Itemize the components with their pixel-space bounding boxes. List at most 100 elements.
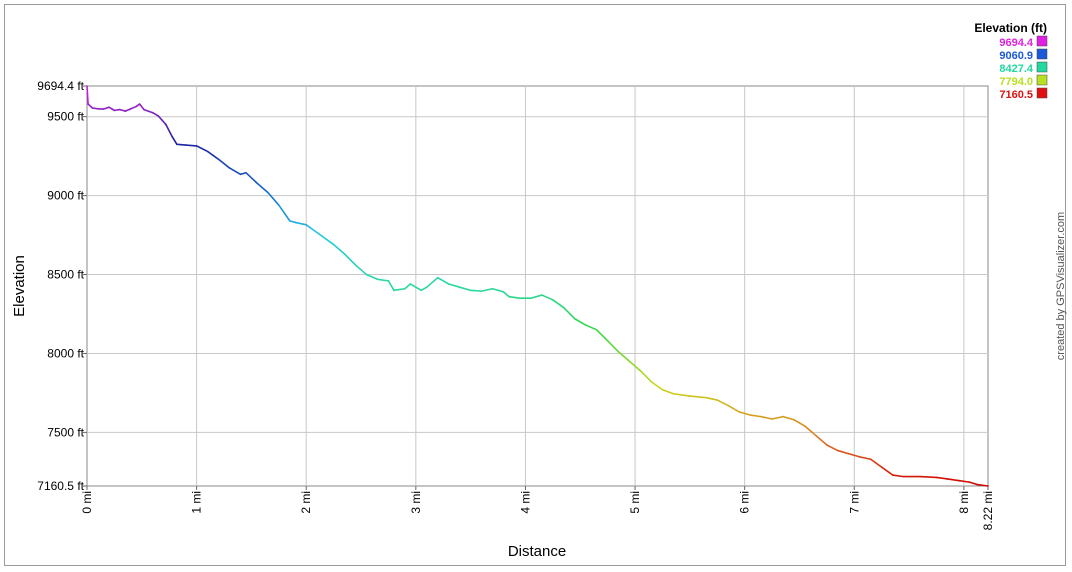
profile-segment bbox=[138, 103, 145, 111]
profile-segment bbox=[650, 381, 664, 391]
profile-segment bbox=[957, 479, 971, 483]
profile-segment bbox=[86, 85, 89, 105]
profile-segment bbox=[332, 243, 346, 255]
profile-segment bbox=[469, 289, 483, 292]
x-tick-label: 3 mi bbox=[409, 491, 423, 514]
profile-segment bbox=[143, 108, 154, 114]
profile-segment bbox=[826, 444, 839, 452]
profile-segment bbox=[447, 283, 461, 288]
profile-segment bbox=[176, 143, 187, 146]
profile-segment bbox=[606, 340, 620, 353]
profile-segment bbox=[310, 227, 324, 238]
profile-segment bbox=[672, 392, 691, 397]
profile-segment bbox=[705, 396, 719, 401]
profile-segment bbox=[946, 478, 960, 482]
profile-segment bbox=[689, 395, 708, 399]
y-axis-ticks: 9694.4 ft 9500 ft 9000 ft 8500 ft 8000 ft 750… bbox=[37, 79, 87, 493]
profile-segment bbox=[847, 452, 861, 458]
profile-segment bbox=[880, 466, 894, 476]
x-axis-ticks: 0 mi 1 mi 2 mi 3 mi 4 mi 5 mi 6 mi 7 mi 8 mi 8.22… bbox=[80, 486, 995, 530]
profile-segment bbox=[151, 111, 160, 117]
profile-segment bbox=[530, 294, 543, 300]
x-tick-label: 8 mi bbox=[957, 491, 971, 514]
profile-segment bbox=[409, 283, 423, 292]
profile-segment bbox=[804, 425, 817, 437]
profile-segment bbox=[354, 264, 368, 276]
profile-segment bbox=[815, 434, 828, 446]
credit-text: created by GPSVisualizer.com bbox=[1055, 212, 1067, 360]
profile-segment bbox=[502, 291, 510, 298]
profile-segment bbox=[891, 474, 905, 478]
legend-value: 7794.0 bbox=[999, 76, 1033, 88]
profile-segment bbox=[165, 123, 174, 139]
legend-value: 9060.9 bbox=[999, 50, 1033, 62]
y-tick-label: 9500 ft bbox=[47, 110, 84, 124]
profile-segment bbox=[727, 404, 740, 413]
legend-swatch bbox=[1036, 74, 1048, 86]
profile-segment bbox=[171, 136, 178, 146]
profile-segment bbox=[738, 411, 751, 416]
profile-segment bbox=[595, 328, 609, 342]
profile-segment bbox=[206, 150, 220, 161]
profile-segment bbox=[228, 167, 242, 176]
x-tick-label: 2 mi bbox=[299, 491, 313, 514]
profile-segment bbox=[508, 295, 521, 300]
profile-segment bbox=[365, 273, 379, 281]
x-tick-label: 5 mi bbox=[628, 491, 642, 514]
profile-segment bbox=[278, 204, 291, 222]
profile-segment bbox=[935, 476, 949, 480]
profile-segment bbox=[420, 286, 428, 292]
y-tick-label: 9000 ft bbox=[47, 189, 84, 203]
profile-segment bbox=[87, 103, 94, 109]
profile-segment bbox=[404, 283, 412, 290]
profile-segment bbox=[288, 220, 297, 224]
profile-segment bbox=[91, 107, 99, 110]
profile-segment bbox=[573, 317, 587, 326]
profile-segment bbox=[305, 224, 313, 230]
profile-segment bbox=[239, 171, 247, 176]
legend-swatch bbox=[1036, 48, 1048, 60]
profile-segment bbox=[661, 388, 675, 395]
profile-segment bbox=[793, 418, 806, 427]
profile-segment bbox=[919, 475, 938, 479]
y-tick-label: 9694.4 ft bbox=[37, 79, 84, 93]
profile-segment bbox=[617, 351, 631, 363]
profile-segment bbox=[552, 299, 565, 309]
profile-segment bbox=[267, 191, 280, 206]
profile-segment bbox=[749, 414, 762, 418]
chart-frame bbox=[4, 4, 1066, 566]
profile-segment bbox=[294, 221, 308, 226]
profile-segment bbox=[387, 280, 395, 292]
legend-swatch bbox=[1036, 87, 1048, 99]
x-axis-title: Distance bbox=[508, 543, 566, 560]
profile-segment bbox=[968, 481, 978, 486]
legend-title: Elevation (ft) bbox=[974, 21, 1047, 35]
profile-segment bbox=[782, 415, 795, 421]
profile-segment bbox=[119, 108, 127, 112]
x-tick-label: 6 mi bbox=[738, 491, 752, 514]
profile-segment bbox=[343, 253, 357, 266]
profile-segment bbox=[113, 108, 121, 112]
profile-segment bbox=[245, 171, 258, 184]
profile-segment bbox=[130, 105, 138, 110]
legend-swatch bbox=[1036, 35, 1048, 47]
legend-value: 8427.4 bbox=[999, 63, 1034, 75]
profile-segment bbox=[869, 458, 883, 468]
profile-segment bbox=[108, 106, 116, 112]
profile-segment bbox=[458, 286, 472, 292]
profile-segment bbox=[639, 370, 653, 383]
profile-segment bbox=[976, 483, 989, 487]
x-tick-label: 4 mi bbox=[518, 491, 532, 514]
grid-lines bbox=[87, 86, 988, 486]
x-tick-label: 7 mi bbox=[847, 491, 861, 514]
profile-segment bbox=[480, 287, 494, 292]
plot-area bbox=[86, 85, 989, 487]
y-tick-label: 8000 ft bbox=[47, 346, 84, 360]
legend: Elevation (ft) 9694.49060.98427.47794.07… bbox=[974, 21, 1048, 101]
profile-segment bbox=[584, 324, 598, 331]
profile-segment bbox=[760, 415, 773, 420]
profile-segment bbox=[436, 276, 450, 285]
legend-value: 7160.5 bbox=[999, 89, 1033, 101]
x-tick-label: 1 mi bbox=[190, 491, 204, 514]
